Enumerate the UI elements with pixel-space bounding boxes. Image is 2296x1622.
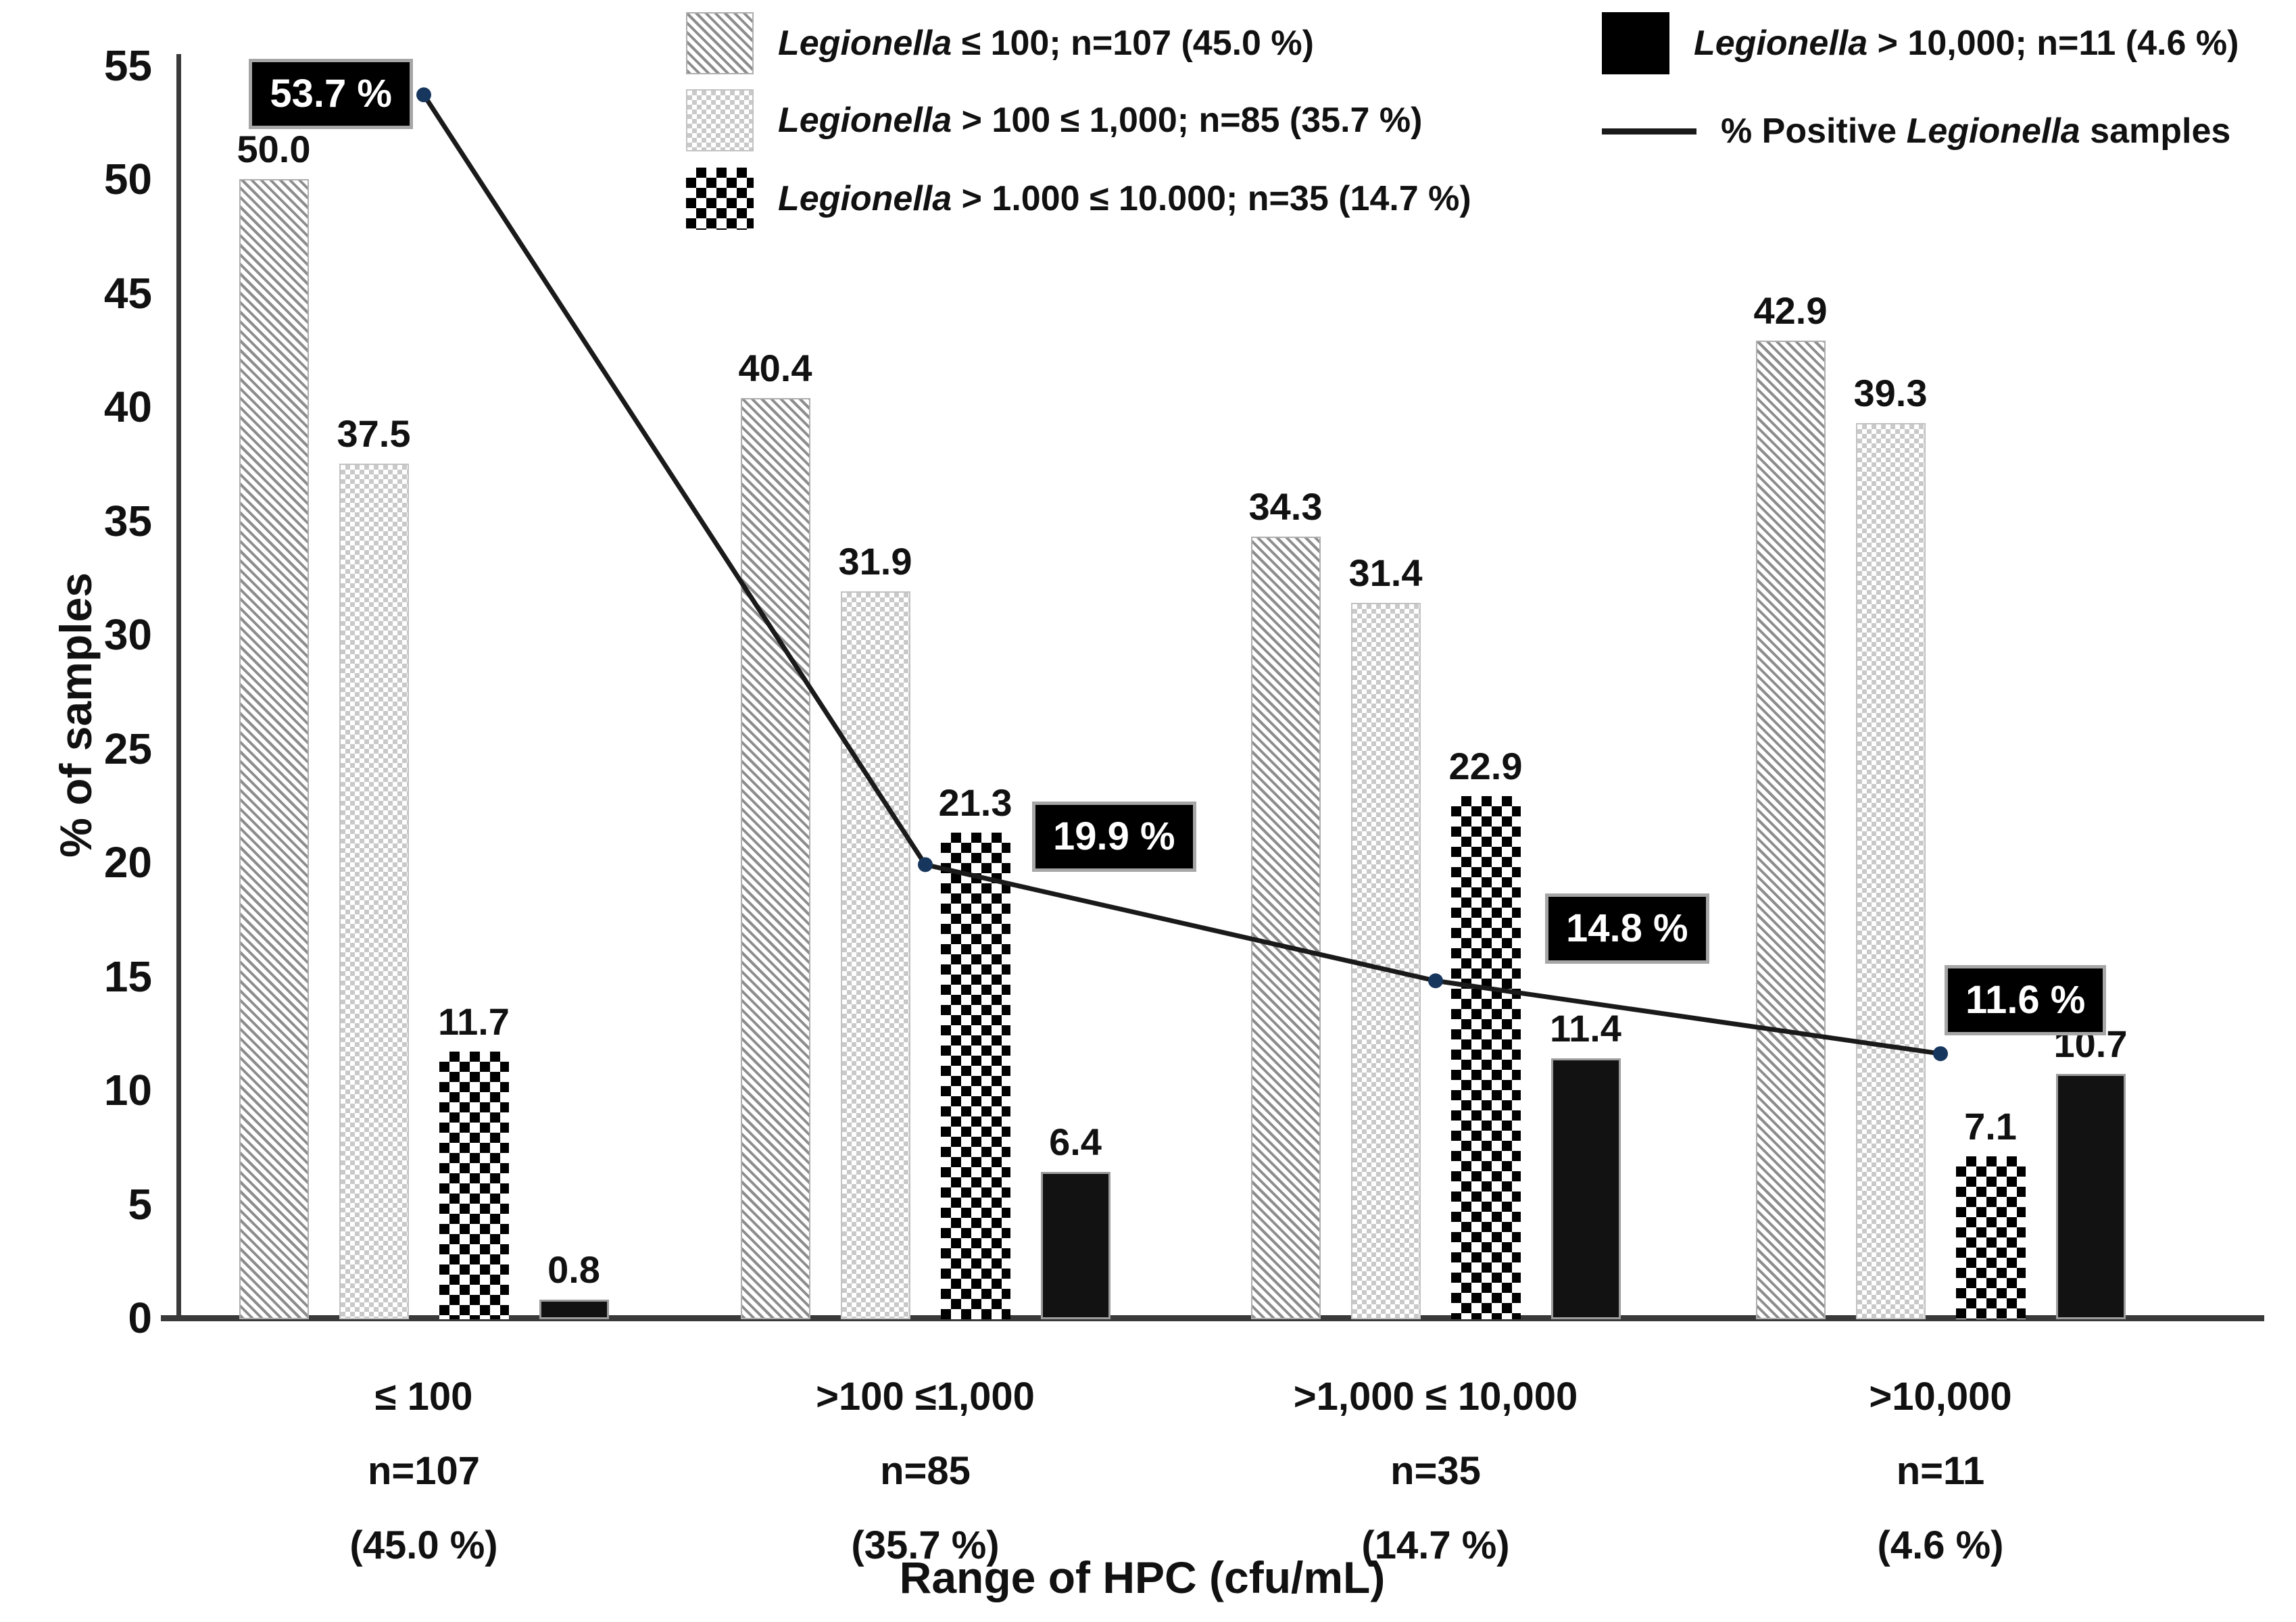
legend-item: Legionella > 10,000; n=11 (4.6 %) <box>1602 11 2239 76</box>
bar-value-label: 31.4 <box>1348 551 1423 594</box>
bar-value-label: 37.5 <box>337 412 411 456</box>
legend-label: Legionella > 100 ≤ 1,000; n=85 (35.7 %) <box>778 101 1422 140</box>
category-label-pct: (35.7 %) <box>851 1523 1000 1567</box>
line-marker <box>1933 1046 1948 1062</box>
category-label-n: n=35 <box>1390 1449 1481 1493</box>
category-label-range: >1,000 ≤ 10,000 <box>1293 1375 1578 1419</box>
bar-diagonal-hatch-group3 <box>1250 537 1321 1319</box>
legend-item: Legionella > 1.000 ≤ 10.000; n=35 (14.7 … <box>686 166 1471 231</box>
bar-value-label: 34.3 <box>1248 485 1323 529</box>
category-label-n: n=107 <box>367 1449 481 1493</box>
legend-swatch-light-dot-icon <box>686 89 754 151</box>
legend-label-italic-run: Legionella <box>778 24 952 63</box>
bar-light-dot-group2 <box>840 591 910 1319</box>
line-marker <box>416 87 431 103</box>
category-label-range: ≤ 100 <box>374 1375 473 1419</box>
category-label-pct: (4.6 %) <box>1877 1523 2004 1567</box>
bar-solid-black-group2 <box>1040 1172 1110 1319</box>
y-tick-label: 50 <box>103 155 152 203</box>
line-value-callout: 11.6 % <box>1945 965 2107 1036</box>
legend-swatch-diagonal-hatch-icon <box>686 12 754 74</box>
bar-value-label: 42.9 <box>1753 289 1828 333</box>
bar-diagonal-hatch-group2 <box>740 397 810 1319</box>
x-axis-line <box>161 1315 2264 1321</box>
positive-samples-trend-line <box>422 93 1941 1056</box>
bar-solid-black-group1 <box>539 1300 609 1319</box>
legend-item: Legionella ≤ 100; n=107 (45.0 %) <box>686 11 1314 76</box>
bar-value-label: 40.4 <box>738 346 812 389</box>
bar-diagonal-hatch-group1 <box>239 179 309 1319</box>
legend-swatch-solid-black-icon <box>1602 12 1669 74</box>
category-label-n: n=85 <box>880 1449 971 1493</box>
bar-checkerboard-group3 <box>1450 796 1521 1319</box>
bar-value-label: 7.1 <box>1964 1104 2017 1148</box>
line-value-callout: 14.8 % <box>1545 893 1709 964</box>
category-label-n: n=11 <box>1896 1449 1985 1493</box>
legend-label-italic-run: Legionella <box>778 179 952 218</box>
bar-value-label: 6.4 <box>1049 1121 1102 1164</box>
category-label-pct: (45.0 %) <box>349 1523 498 1567</box>
y-tick-label: 35 <box>103 496 152 545</box>
y-tick-label: 10 <box>103 1066 152 1114</box>
legend-item: % Positive Legionella samples <box>1602 99 2230 164</box>
legend-label: Legionella ≤ 100; n=107 (45.0 %) <box>778 24 1314 63</box>
legend-item: Legionella > 100 ≤ 1,000; n=85 (35.7 %) <box>686 88 1422 153</box>
bar-solid-black-group3 <box>1550 1058 1621 1319</box>
y-tick-label: 15 <box>103 952 152 1001</box>
legend-line-swatch-icon <box>1602 128 1696 134</box>
line-marker <box>1428 973 1443 989</box>
legend-label-run: > 100 ≤ 1,000; n=85 (35.7 %) <box>952 101 1423 140</box>
y-tick-label: 30 <box>103 610 152 659</box>
bar-value-label: 11.4 <box>1550 1006 1621 1050</box>
category-label-pct: (14.7 %) <box>1361 1523 1510 1567</box>
line-value-callout: 19.9 % <box>1032 802 1196 873</box>
y-tick-label: 0 <box>128 1294 152 1342</box>
bar-light-dot-group3 <box>1350 602 1421 1319</box>
x-axis-title: Range of HPC (cfu/mL) <box>899 1552 1386 1602</box>
y-tick-label: 55 <box>103 41 152 90</box>
legend-label: % Positive Legionella samples <box>1721 112 2230 151</box>
category-label-range: >100 ≤1,000 <box>816 1375 1035 1419</box>
legend-label-run: % Positive <box>1721 112 1907 151</box>
y-tick-label: 40 <box>103 383 152 431</box>
bar-checkerboard-group1 <box>439 1051 509 1319</box>
bar-diagonal-hatch-group4 <box>1755 341 1826 1319</box>
bar-value-label: 31.9 <box>838 539 912 583</box>
legend-label-run: > 1.000 ≤ 10.000; n=35 (14.7 %) <box>952 179 1471 218</box>
bar-solid-black-group4 <box>2055 1074 2126 1319</box>
bar-light-dot-group4 <box>1855 422 1926 1319</box>
line-marker <box>918 857 933 873</box>
y-tick-label: 25 <box>103 724 152 773</box>
legend-label-run: ≤ 100; n=107 (45.0 %) <box>952 24 1314 63</box>
legend-label-italic-run: Legionella <box>778 101 952 140</box>
y-tick-label: 5 <box>128 1179 152 1229</box>
legend-swatch-checkerboard-icon <box>686 168 754 230</box>
y-axis-line <box>176 54 181 1321</box>
bar-checkerboard-group4 <box>1955 1156 2026 1319</box>
bar-value-label: 22.9 <box>1448 745 1523 788</box>
legend-label: Legionella > 1.000 ≤ 10.000; n=35 (14.7 … <box>778 179 1471 218</box>
legend-label-italic-run: Legionella <box>1694 24 1868 63</box>
bar-light-dot-group1 <box>339 464 409 1319</box>
line-value-callout: 53.7 % <box>249 59 413 130</box>
y-tick-label: 20 <box>103 838 152 887</box>
legend-label-italic-run: Legionella <box>1906 112 2080 151</box>
y-tick-label: 45 <box>103 268 152 318</box>
bar-checkerboard-group2 <box>940 833 1010 1319</box>
legend-label-run: > 10,000; n=11 (4.6 %) <box>1867 24 2239 63</box>
category-label-range: >10,000 <box>1869 1375 2012 1419</box>
bar-value-label: 39.3 <box>1853 371 1928 414</box>
legend-label-run: samples <box>2080 112 2231 151</box>
bar-value-label: 11.7 <box>438 1000 510 1043</box>
legend-label: Legionella > 10,000; n=11 (4.6 %) <box>1694 24 2239 63</box>
bar-value-label: 0.8 <box>547 1248 600 1292</box>
bar-value-label: 50.0 <box>237 128 311 170</box>
